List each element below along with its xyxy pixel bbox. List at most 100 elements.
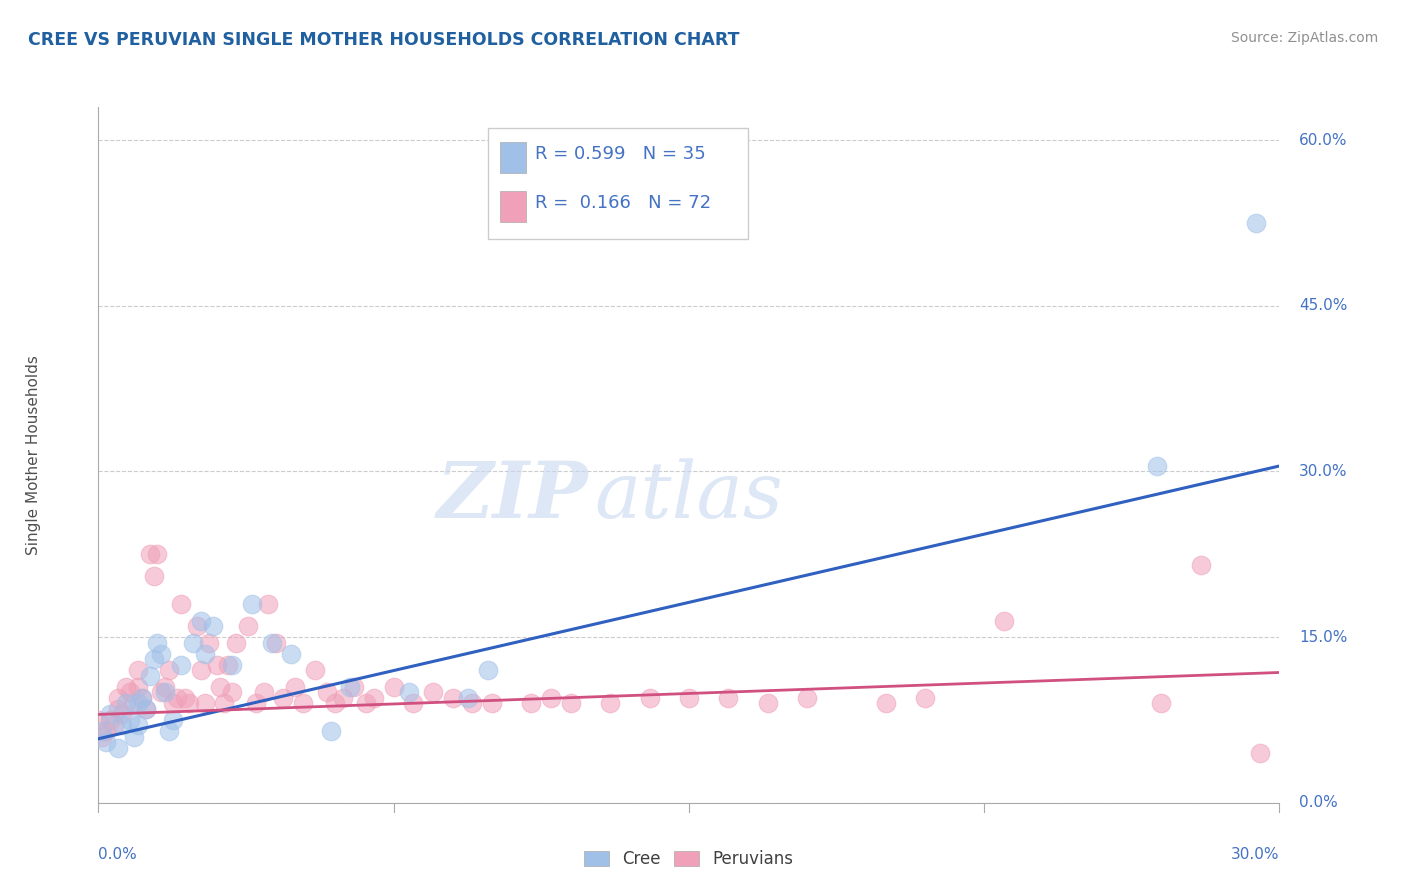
- Text: CREE VS PERUVIAN SINGLE MOTHER HOUSEHOLDS CORRELATION CHART: CREE VS PERUVIAN SINGLE MOTHER HOUSEHOLD…: [28, 31, 740, 49]
- Point: [402, 697, 425, 711]
- Point: [186, 619, 208, 633]
- Text: Single Mother Households: Single Mother Households: [25, 355, 41, 555]
- Point: [190, 614, 212, 628]
- Point: [122, 697, 145, 711]
- Text: 15.0%: 15.0%: [1299, 630, 1347, 645]
- Point: [170, 597, 193, 611]
- Point: [122, 730, 145, 744]
- Point: [135, 702, 157, 716]
- Point: [138, 669, 160, 683]
- Legend: Cree, Peruvians: Cree, Peruvians: [578, 843, 800, 874]
- Point: [993, 614, 1015, 628]
- Point: [118, 685, 141, 699]
- Point: [264, 635, 287, 649]
- Point: [461, 697, 484, 711]
- Point: [273, 690, 295, 705]
- Point: [319, 724, 342, 739]
- Point: [181, 635, 204, 649]
- Text: 0.0%: 0.0%: [98, 847, 138, 862]
- Text: R =  0.166   N = 72: R = 0.166 N = 72: [536, 194, 711, 212]
- Bar: [501, 142, 526, 173]
- Point: [107, 702, 129, 716]
- Point: [96, 724, 118, 739]
- Point: [155, 685, 177, 699]
- Text: 45.0%: 45.0%: [1299, 298, 1347, 313]
- Text: 60.0%: 60.0%: [1299, 133, 1347, 148]
- Point: [201, 619, 224, 633]
- Point: [166, 690, 188, 705]
- Point: [332, 690, 354, 705]
- Point: [284, 680, 307, 694]
- Text: atlas: atlas: [595, 458, 783, 535]
- Point: [138, 547, 160, 561]
- Text: ZIP: ZIP: [437, 458, 589, 535]
- Point: [1189, 558, 1212, 573]
- Point: [1146, 458, 1168, 473]
- Point: [339, 680, 361, 694]
- Point: [260, 635, 283, 649]
- Point: [87, 713, 110, 727]
- Point: [190, 663, 212, 677]
- Point: [115, 697, 138, 711]
- Point: [150, 647, 173, 661]
- Point: [98, 707, 121, 722]
- Point: [245, 697, 267, 711]
- Point: [127, 663, 149, 677]
- Point: [315, 685, 337, 699]
- Point: [170, 657, 193, 672]
- Point: [209, 680, 232, 694]
- Point: [560, 697, 582, 711]
- Point: [194, 697, 217, 711]
- Point: [221, 657, 243, 672]
- Point: [477, 663, 499, 677]
- Point: [520, 697, 543, 711]
- Point: [142, 569, 165, 583]
- Point: [221, 685, 243, 699]
- Point: [214, 697, 236, 711]
- Point: [422, 685, 444, 699]
- Text: 30.0%: 30.0%: [1232, 847, 1279, 862]
- Point: [236, 619, 259, 633]
- Point: [756, 697, 779, 711]
- Point: [135, 702, 157, 716]
- Point: [481, 697, 503, 711]
- Point: [111, 718, 134, 732]
- Point: [540, 690, 562, 705]
- Point: [1244, 216, 1267, 230]
- Point: [599, 697, 621, 711]
- Point: [205, 657, 228, 672]
- Text: Source: ZipAtlas.com: Source: ZipAtlas.com: [1230, 31, 1378, 45]
- Text: 30.0%: 30.0%: [1299, 464, 1347, 479]
- Point: [638, 690, 661, 705]
- Point: [304, 663, 326, 677]
- Bar: [501, 191, 526, 222]
- Point: [91, 724, 114, 739]
- Point: [197, 635, 219, 649]
- Point: [107, 740, 129, 755]
- Point: [174, 690, 197, 705]
- Point: [240, 597, 263, 611]
- FancyBboxPatch shape: [488, 128, 748, 239]
- Point: [1150, 697, 1173, 711]
- Point: [678, 690, 700, 705]
- Point: [914, 690, 936, 705]
- Point: [131, 690, 153, 705]
- Point: [398, 685, 420, 699]
- Point: [717, 690, 740, 705]
- Point: [177, 697, 200, 711]
- Point: [162, 697, 184, 711]
- Point: [354, 697, 377, 711]
- Point: [382, 680, 405, 694]
- Point: [127, 718, 149, 732]
- Point: [127, 697, 149, 711]
- Point: [146, 635, 169, 649]
- Point: [115, 680, 138, 694]
- Point: [103, 718, 125, 732]
- Point: [796, 690, 818, 705]
- Point: [441, 690, 464, 705]
- Point: [118, 713, 141, 727]
- Point: [363, 690, 385, 705]
- Point: [96, 735, 118, 749]
- Point: [91, 730, 114, 744]
- Point: [194, 647, 217, 661]
